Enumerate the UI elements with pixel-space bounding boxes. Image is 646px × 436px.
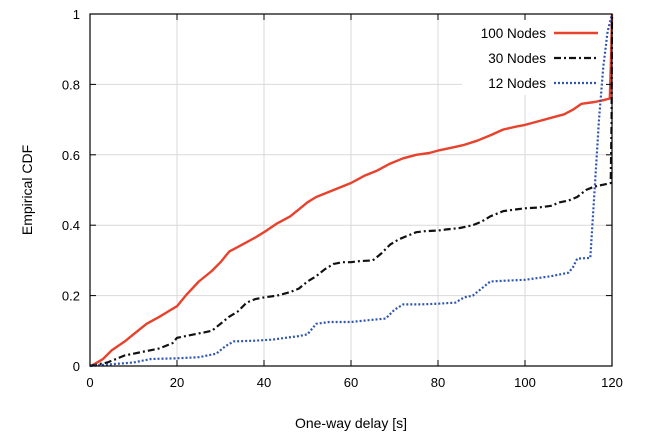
x-tick-label: 80 [431, 375, 445, 390]
y-tick-label: 0 [73, 359, 80, 374]
legend-label: 30 Nodes [488, 51, 546, 66]
x-tick-label: 0 [86, 375, 93, 390]
y-tick-label: 0.2 [62, 289, 80, 304]
legend-label: 12 Nodes [488, 76, 546, 91]
x-tick-label: 120 [601, 375, 623, 390]
x-axis-label: One-way delay [s] [295, 415, 407, 431]
y-axis-label: Empirical CDF [19, 145, 35, 235]
x-tick-label: 40 [257, 375, 271, 390]
x-tick-label: 20 [170, 375, 184, 390]
x-tick-label: 100 [514, 375, 536, 390]
y-tick-label: 1 [73, 7, 80, 22]
legend-label: 100 Nodes [481, 26, 547, 41]
x-tick-label: 60 [344, 375, 358, 390]
y-tick-label: 0.4 [62, 218, 80, 233]
y-tick-label: 0.8 [62, 77, 80, 92]
y-tick-labels: 0 0.2 0.4 0.6 0.8 1 [62, 7, 80, 374]
y-tick-label: 0.6 [62, 148, 80, 163]
x-tick-labels: 0 20 40 60 80 100 120 [86, 375, 622, 390]
